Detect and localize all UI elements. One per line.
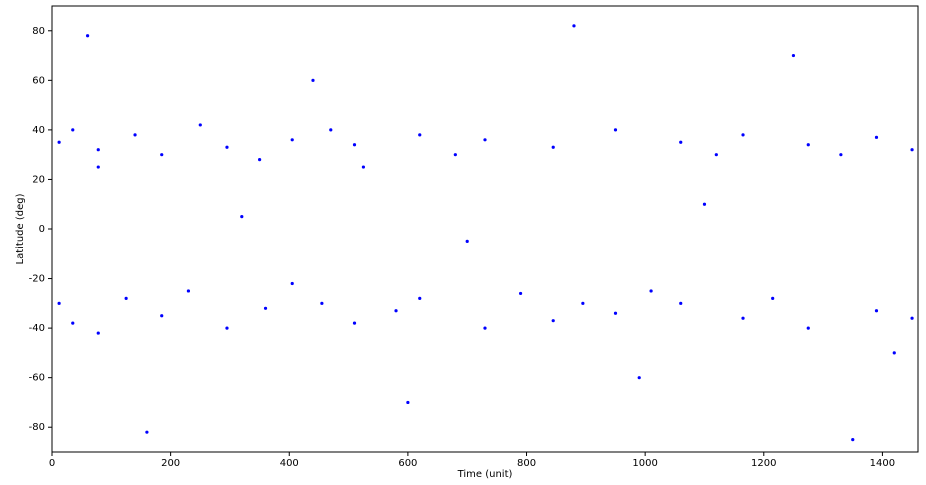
point xyxy=(160,314,164,318)
point xyxy=(679,140,683,144)
y-tick-label: -20 xyxy=(29,274,45,285)
x-tick-label: 1400 xyxy=(870,458,895,469)
x-tick-label: 800 xyxy=(517,458,536,469)
point xyxy=(806,143,810,147)
point xyxy=(418,296,422,300)
point xyxy=(198,123,202,127)
point xyxy=(910,148,914,152)
y-tick-label: -60 xyxy=(29,373,45,384)
x-tick-label: 200 xyxy=(161,458,180,469)
point xyxy=(551,319,555,323)
y-tick-label: 40 xyxy=(32,125,45,136)
point xyxy=(581,301,585,305)
point xyxy=(771,296,775,300)
point xyxy=(96,148,100,152)
x-tick-label: 1000 xyxy=(632,458,657,469)
point xyxy=(329,128,333,132)
point xyxy=(71,128,75,132)
point xyxy=(258,158,262,162)
x-tick-label: 600 xyxy=(398,458,417,469)
point xyxy=(160,153,164,157)
point xyxy=(361,165,366,169)
x-axis-label: Time (unit) xyxy=(457,469,513,480)
point xyxy=(518,291,523,296)
point xyxy=(352,143,357,147)
x-tick-label: 0 xyxy=(49,458,55,469)
point xyxy=(57,301,61,305)
point xyxy=(418,133,422,137)
point xyxy=(679,301,683,305)
point xyxy=(791,53,796,58)
x-tick-label: 400 xyxy=(280,458,299,469)
y-tick-label: 60 xyxy=(32,75,45,86)
point xyxy=(290,138,294,142)
point xyxy=(851,438,855,442)
point xyxy=(714,153,718,157)
x-tick-label: 1200 xyxy=(751,458,776,469)
point xyxy=(637,376,641,380)
point xyxy=(551,145,555,149)
point xyxy=(96,165,100,169)
y-axis-label: Latitude (deg) xyxy=(15,193,26,264)
point xyxy=(145,430,149,434)
point xyxy=(839,153,843,157)
point xyxy=(240,215,244,219)
point xyxy=(124,296,128,300)
point xyxy=(96,331,100,335)
point xyxy=(874,309,879,313)
y-tick-label: 20 xyxy=(32,174,45,185)
point xyxy=(394,309,398,313)
point xyxy=(483,326,487,330)
point xyxy=(702,202,707,206)
plot-frame xyxy=(51,5,919,453)
point xyxy=(874,135,879,139)
point xyxy=(649,289,653,293)
y-tick-label: -40 xyxy=(29,323,45,334)
point xyxy=(465,239,469,243)
point xyxy=(806,326,810,330)
y-tick-label: -80 xyxy=(29,422,45,433)
point xyxy=(741,316,745,320)
point xyxy=(263,306,268,310)
point xyxy=(290,281,294,286)
y-tick-label: 0 xyxy=(39,224,45,235)
point xyxy=(71,321,75,325)
point xyxy=(352,321,357,325)
point xyxy=(57,140,61,144)
point xyxy=(186,289,191,293)
point xyxy=(311,78,315,82)
point xyxy=(572,24,576,28)
point xyxy=(406,400,410,405)
point xyxy=(741,133,745,137)
point xyxy=(225,326,229,330)
point xyxy=(613,311,618,315)
point xyxy=(483,138,487,142)
point xyxy=(320,301,324,305)
y-tick-label: 80 xyxy=(32,26,45,37)
point xyxy=(892,351,896,355)
point xyxy=(133,133,137,137)
point xyxy=(910,316,914,320)
point xyxy=(85,34,90,38)
point xyxy=(453,153,457,157)
point xyxy=(225,145,229,149)
point xyxy=(613,128,618,132)
